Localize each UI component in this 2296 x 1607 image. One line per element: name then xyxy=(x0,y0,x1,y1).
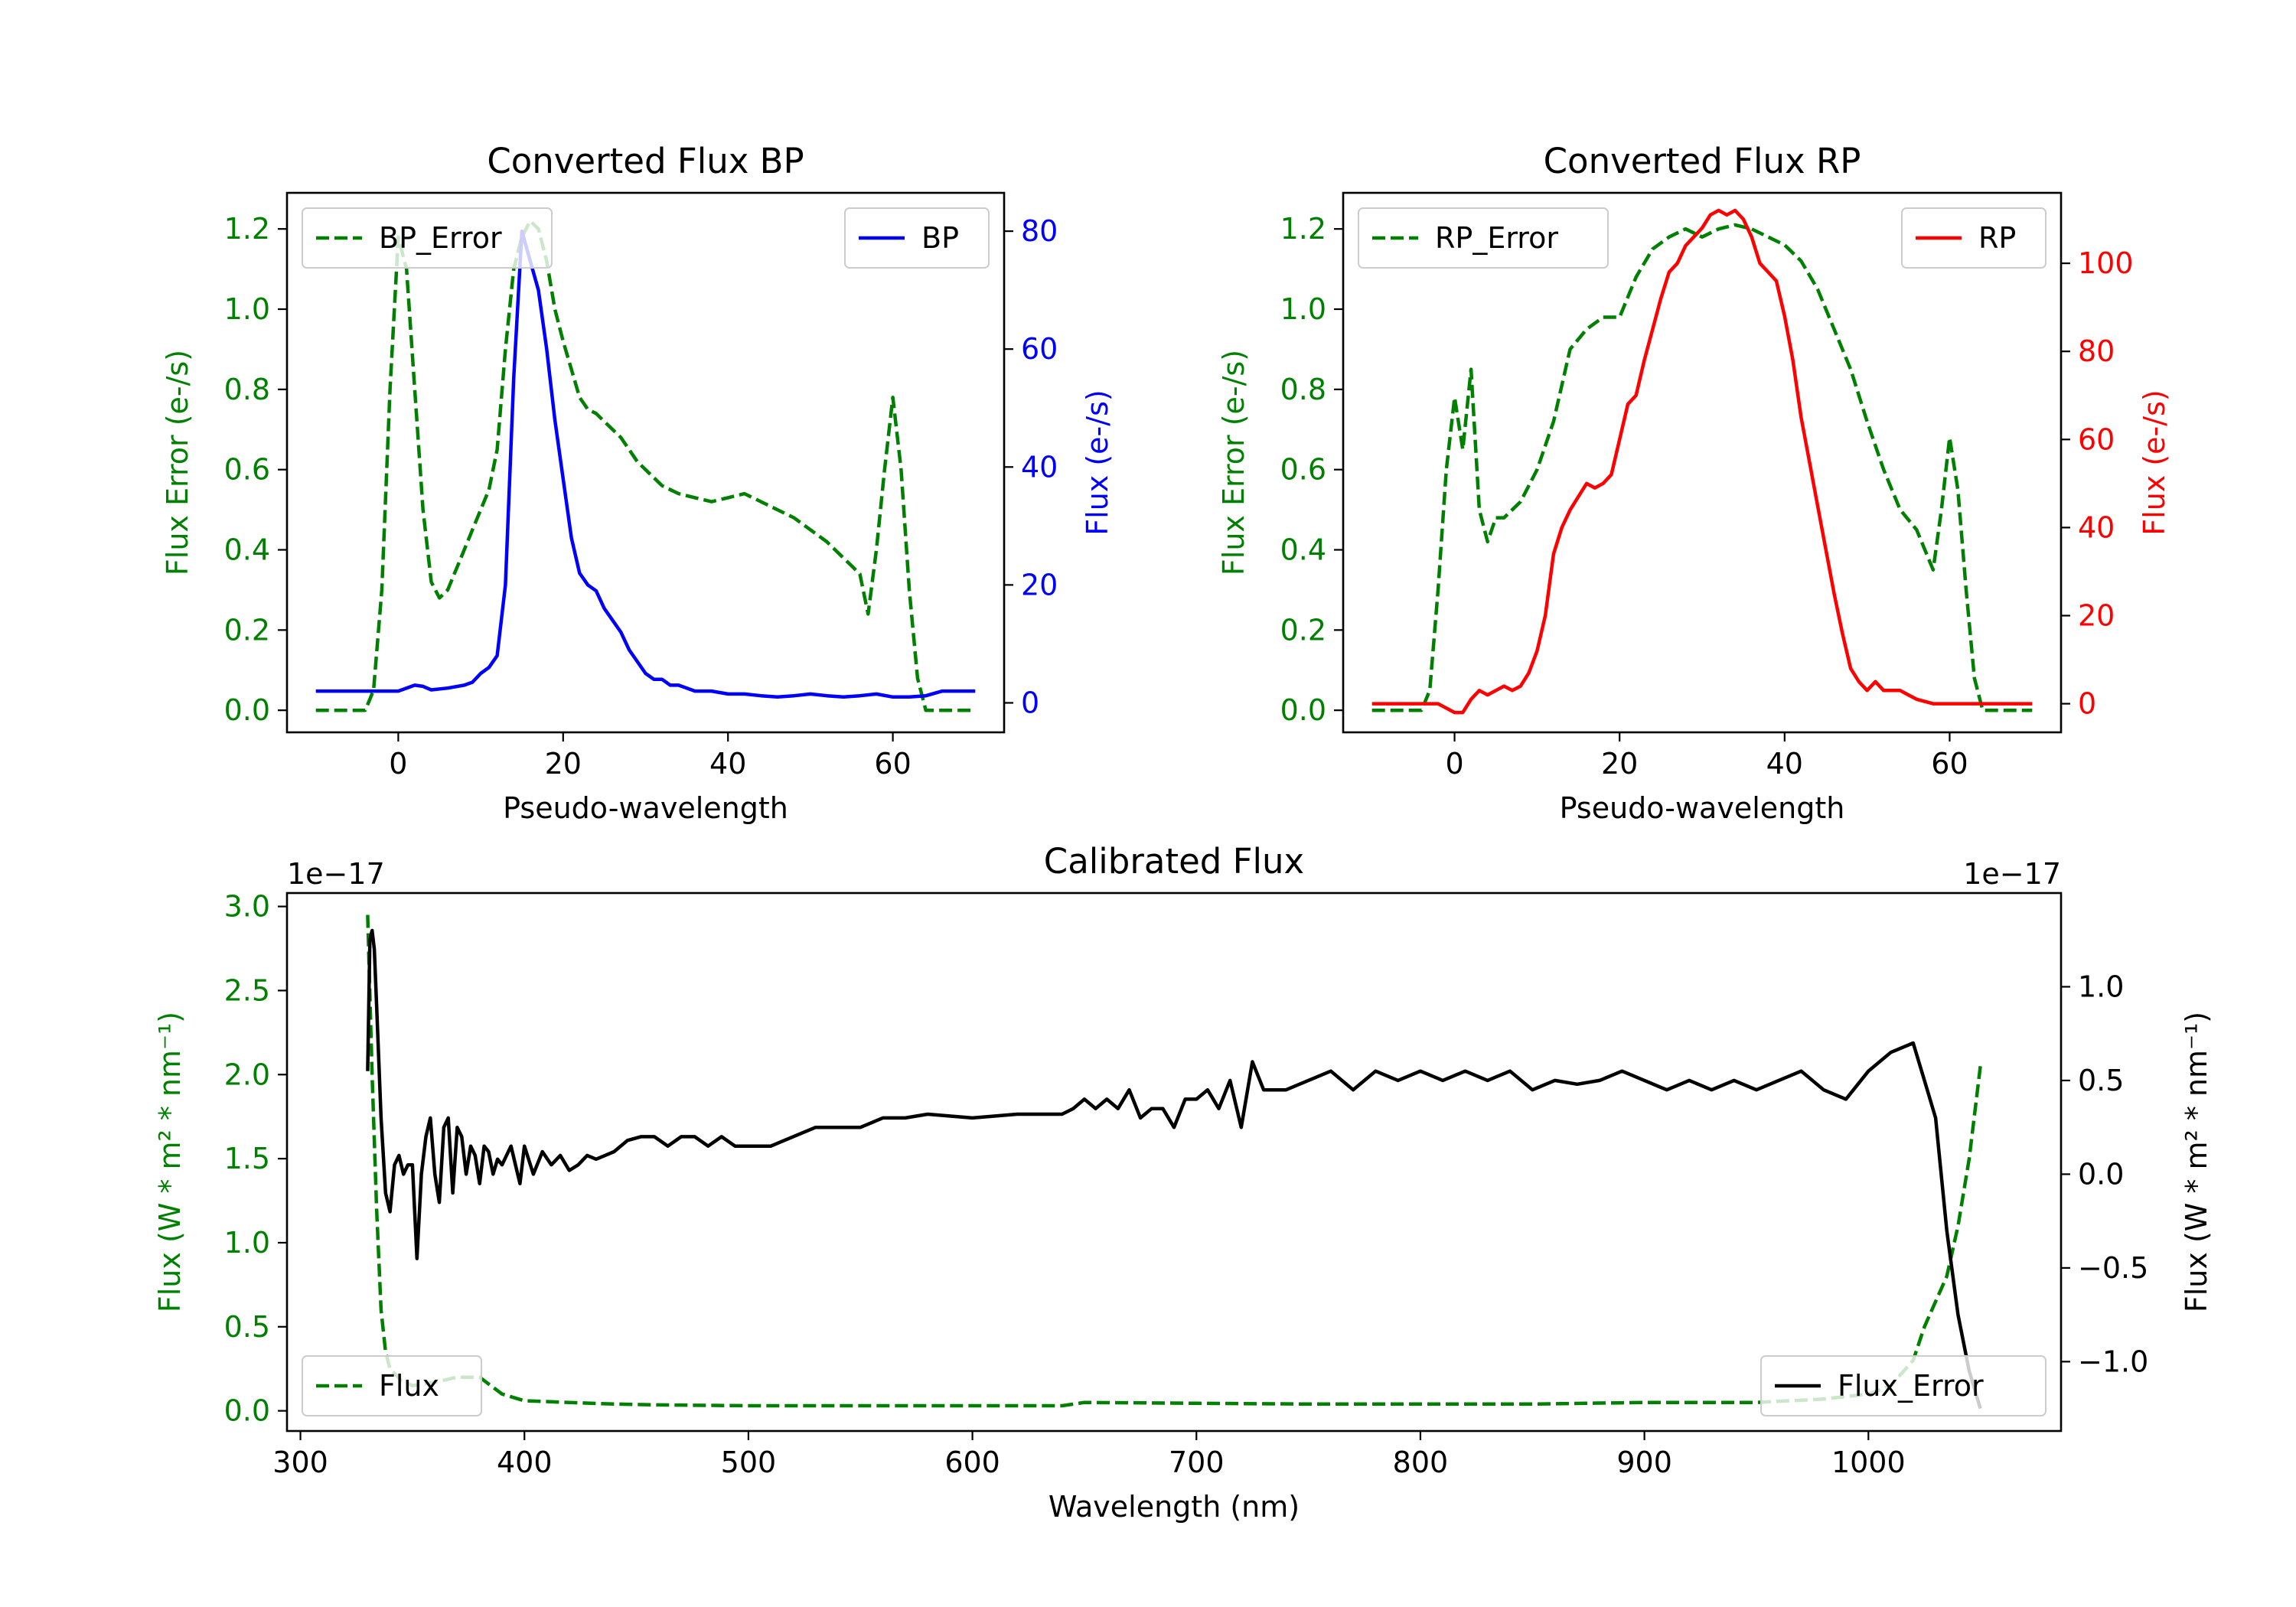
rp-y-right-tick-label: 80 xyxy=(2078,334,2115,368)
bp-legend-box xyxy=(302,207,553,269)
rp-y-left-tick-label: 1.2 xyxy=(1280,212,1326,246)
rp-y-left-tick-label: 0.2 xyxy=(1280,613,1326,647)
calibrated-y-left-tick-label: 1.5 xyxy=(224,1142,270,1175)
calibrated-y-right-tick-label: 0.0 xyxy=(2078,1157,2124,1191)
rp-x-axis-label: Pseudo-wavelength xyxy=(1560,791,1845,825)
rp-chart-title: Converted Flux RP xyxy=(1544,141,1861,181)
bp-y-left-axis-label: Flux Error (e-/s) xyxy=(161,350,194,575)
bp-x-tick-label: 20 xyxy=(545,747,582,781)
bp-y-right-tick-label: 80 xyxy=(1021,214,1058,248)
rp-series-rp-line xyxy=(1371,208,2033,715)
calibrated-x-axis-label: Wavelength (nm) xyxy=(1049,1490,1300,1524)
bp-y-left-tick-label: 0.8 xyxy=(224,373,270,406)
bp-legend-box xyxy=(844,207,990,269)
rp-legend-rp: RP xyxy=(1901,207,2047,269)
rp-y-left-tick-label: 0.0 xyxy=(1280,693,1326,727)
calibrated-y-left-tick-label: 0.5 xyxy=(224,1310,270,1344)
bp-series-bp-line xyxy=(315,229,976,699)
rp-y-right-tick-label: 20 xyxy=(2078,598,2115,632)
calibrated-legend-label: Flux_Error xyxy=(1838,1369,1984,1403)
calibrated-series-flux-error-line xyxy=(366,914,1982,1408)
rp-chart-panel: 0 20 40 60 0.0 0.2 0.4 0.6 0.8 1.0 1.2 0 20 40 60 80 100… xyxy=(1217,141,2171,825)
bp-chart-title: Converted Flux BP xyxy=(487,141,804,181)
bp-legend-label: BP xyxy=(921,221,959,255)
bp-chart-panel: 0 20 40 60 0.0 0.2 0.4 0.6 0.8 1.0 1.2 0 20 40 60 80 Con… xyxy=(161,141,1114,825)
calibrated-y-left-tick-label: 3.0 xyxy=(224,890,270,924)
bp-series-bp-error-line xyxy=(315,219,976,712)
rp-y-left-axis-label: Flux Error (e-/s) xyxy=(1217,350,1251,575)
rp-legend-rp-error: RP_Error xyxy=(1358,207,1609,269)
bp-y-left-tick-label: 0.4 xyxy=(224,533,270,567)
rp-x-tick-label: 40 xyxy=(1766,747,1803,781)
bp-y-right-tick-label: 60 xyxy=(1021,332,1058,366)
bp-x-axis-label: Pseudo-wavelength xyxy=(503,791,788,825)
bp-legend-bp-error: BP_Error xyxy=(302,207,553,269)
bp-x-tick-label: 60 xyxy=(874,747,911,781)
bp-y-right-tick-label: 20 xyxy=(1021,568,1058,601)
bp-legend-label: BP_Error xyxy=(379,221,502,255)
bp-y-left-tick-label: 0.6 xyxy=(224,453,270,487)
calibrated-y-right-tick-label: −0.5 xyxy=(2078,1251,2148,1285)
rp-legend-label: RP_Error xyxy=(1435,221,1558,255)
calibrated-y-left-offset-label: 1e−17 xyxy=(287,857,385,891)
rp-y-right-axis-label: Flux (e-/s) xyxy=(2138,390,2171,535)
calibrated-axes-frame xyxy=(285,892,2063,1433)
rp-y-right-tick-label: 0 xyxy=(2078,687,2096,721)
rp-y-left-tick-label: 0.8 xyxy=(1280,373,1326,406)
calibrated-legend-box xyxy=(302,1355,482,1416)
rp-y-right-tick-label: 40 xyxy=(2078,510,2115,544)
calibrated-y-left-tick-label: 2.5 xyxy=(224,973,270,1007)
bp-y-right-tick-label: 0 xyxy=(1021,686,1039,719)
bp-x-tick-label: 0 xyxy=(389,747,407,781)
calibrated-y-right-axis-label: Flux (W * m² * nm⁻¹) xyxy=(2180,1012,2213,1312)
rp-axes-frame xyxy=(1342,191,2063,734)
rp-y-left-tick-label: 0.6 xyxy=(1280,453,1326,487)
rp-legend-box xyxy=(1358,207,1609,269)
calibrated-y-left-axis-label: Flux (W * m² * nm⁻¹) xyxy=(153,1012,187,1312)
calibrated-y-right-tick-label: −1.0 xyxy=(2078,1345,2148,1378)
bp-x-tick-label: 40 xyxy=(709,747,746,781)
calibrated-y-right-tick-label: 1.0 xyxy=(2078,970,2124,1003)
calibrated-series-flux-line xyxy=(366,928,1982,1410)
calibrated-x-tick-label: 1000 xyxy=(1831,1446,1906,1479)
rp-y-left-tick-label: 1.0 xyxy=(1280,292,1326,326)
calibrated-chart-title: Calibrated Flux xyxy=(1044,841,1304,882)
rp-x-tick-label: 60 xyxy=(1931,747,1968,781)
bp-y-left-tick-label: 0.2 xyxy=(224,613,270,647)
calibrated-x-tick-label: 400 xyxy=(497,1446,553,1479)
calibrated-legend-box xyxy=(1760,1355,2047,1416)
calibrated-chart-panel: 300 400 500 600 700 800 900 1000 0.0 0.5 1.0 1.5 2.0… xyxy=(153,841,2213,1524)
calibrated-y-right-offset-label: 1e−17 xyxy=(1963,857,2061,891)
calibrated-y-left-tick-label: 1.0 xyxy=(224,1226,270,1260)
bp-y-right-tick-label: 40 xyxy=(1021,450,1058,484)
calibrated-x-tick-label: 800 xyxy=(1393,1446,1449,1479)
rp-legend-box xyxy=(1901,207,2047,269)
bp-y-left-tick-label: 0.0 xyxy=(224,693,270,727)
calibrated-y-right-tick-label: 0.5 xyxy=(2078,1064,2124,1097)
rp-series-rp-error-line xyxy=(1371,223,2033,712)
bp-legend-bp: BP xyxy=(844,207,990,269)
calibrated-x-tick-label: 300 xyxy=(272,1446,328,1479)
bp-axes-frame xyxy=(285,191,1006,734)
calibrated-x-tick-label: 500 xyxy=(721,1446,777,1479)
calibrated-y-left-tick-label: 2.0 xyxy=(224,1058,270,1091)
calibrated-x-tick-label: 900 xyxy=(1616,1446,1672,1479)
bp-y-right-axis-label: Flux (e-/s) xyxy=(1081,390,1114,535)
calibrated-x-tick-label: 700 xyxy=(1169,1446,1225,1479)
calibrated-legend-label: Flux xyxy=(379,1369,439,1403)
rp-y-right-tick-label: 60 xyxy=(2078,422,2115,456)
calibrated-y-left-tick-label: 0.0 xyxy=(224,1394,270,1428)
rp-y-right-tick-label: 100 xyxy=(2078,246,2134,280)
bp-y-left-tick-label: 1.0 xyxy=(224,292,270,326)
rp-legend-label: RP xyxy=(1978,221,2016,255)
calibrated-legend-flux-error: Flux xyxy=(302,1355,482,1416)
rp-x-tick-label: 20 xyxy=(1601,747,1638,781)
bp-y-left-tick-label: 1.2 xyxy=(224,212,270,246)
calibrated-x-tick-label: 600 xyxy=(944,1446,1000,1479)
rp-x-tick-label: 0 xyxy=(1445,747,1463,781)
calibrated-legend-flux: Flux_Error xyxy=(1760,1355,2047,1416)
rp-y-left-tick-label: 0.4 xyxy=(1280,533,1326,567)
